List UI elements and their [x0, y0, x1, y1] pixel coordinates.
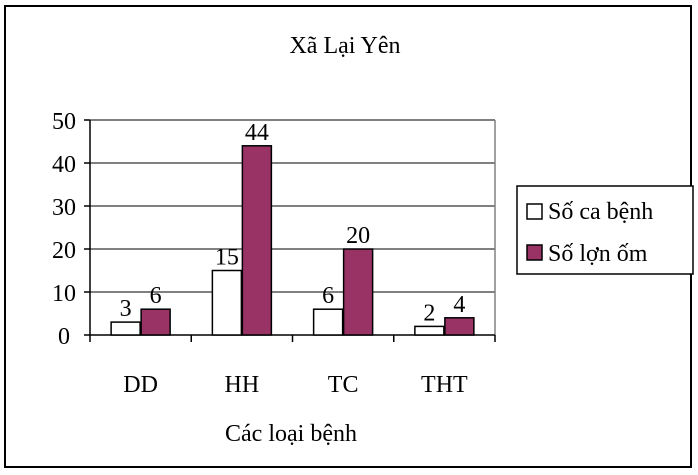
y-tick-label: 50 — [52, 109, 76, 135]
data-label-so-lon-om-dd: 6 — [150, 283, 162, 309]
data-label-so-ca-benh-tc: 6 — [322, 283, 334, 309]
bar-so-lon-om-dd — [140, 308, 171, 336]
y-tick-label: 10 — [52, 281, 76, 307]
bar-so-ca-benh-hh — [211, 269, 243, 336]
bar-so-ca-benh-tht — [414, 325, 445, 336]
bar-so-lon-om-hh — [241, 145, 273, 336]
legend-swatch-so-lon-om — [526, 244, 543, 261]
data-label-so-ca-benh-dd: 3 — [120, 296, 132, 322]
data-label-so-lon-om-tc: 20 — [346, 223, 370, 249]
data-labels: 3 15 6 2 6 44 20 4 — [120, 120, 466, 327]
bar-so-lon-om-tht — [444, 317, 475, 336]
bar-so-ca-benh-tc — [312, 308, 344, 336]
x-tick-label-dd: DD — [123, 372, 158, 398]
data-label-so-lon-om-tht: 4 — [453, 292, 465, 318]
bars — [110, 145, 475, 336]
data-label-so-ca-benh-hh: 15 — [215, 245, 239, 271]
y-tick-label: 40 — [52, 152, 76, 178]
y-tick-label: 0 — [58, 324, 70, 350]
x-tick-label-tc: TC — [328, 372, 359, 398]
gridlines — [90, 119, 496, 335]
axes: 0 10 20 30 40 50 DD HH TC THT — [52, 109, 496, 398]
x-tick-label-hh: HH — [225, 372, 260, 398]
chart-title: Xã Lại Yên — [289, 33, 400, 59]
x-axis-title: Các loại bệnh — [225, 421, 357, 447]
bar-so-ca-benh-dd — [110, 321, 141, 336]
x-tick-label-tht: THT — [421, 372, 468, 398]
legend-label-so-lon-om: Số lợn ốm — [548, 241, 648, 267]
data-label-so-ca-benh-tht: 2 — [423, 300, 435, 326]
legend-label-so-ca-benh: Số ca bệnh — [548, 199, 653, 225]
y-tick-label: 30 — [52, 195, 76, 221]
data-label-so-lon-om-hh: 44 — [245, 120, 269, 146]
legend-swatch-so-ca-benh — [526, 203, 543, 220]
bar-so-lon-om-tc — [342, 248, 374, 336]
y-tick-label: 20 — [52, 238, 76, 264]
legend: Số ca bệnh Số lợn ốm — [516, 185, 694, 275]
legend-border — [516, 185, 694, 275]
